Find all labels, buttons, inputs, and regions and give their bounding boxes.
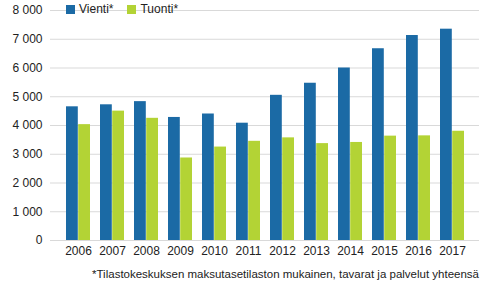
svg-text:2011: 2011 [236, 244, 262, 258]
svg-text:1 000: 1 000 [12, 205, 42, 219]
svg-text:0: 0 [36, 233, 43, 247]
svg-text:2013: 2013 [303, 244, 330, 258]
svg-text:2 000: 2 000 [12, 176, 42, 190]
svg-text:3 000: 3 000 [12, 147, 42, 161]
html-text:Tuonti*: Tuonti* [140, 2, 179, 16]
svg-text:2017: 2017 [439, 244, 466, 258]
svg-text:2015: 2015 [371, 244, 398, 258]
svg-text:4 000: 4 000 [12, 118, 42, 132]
svg-text:2008: 2008 [133, 244, 160, 258]
html-text:*Tilastokeskuksen maksutasetil: *Tilastokeskuksen maksutasetilaston muka… [92, 268, 479, 280]
svg-text:2016: 2016 [405, 244, 432, 258]
svg-text:2009: 2009 [167, 244, 194, 258]
svg-text:2012: 2012 [269, 244, 296, 258]
svg-text:6 000: 6 000 [12, 61, 42, 75]
svg-text:7 000: 7 000 [12, 32, 42, 46]
svg-text:8 000: 8 000 [12, 3, 42, 17]
svg-text:2014: 2014 [337, 244, 364, 258]
svg-text:2007: 2007 [99, 244, 126, 258]
svg-text:2006: 2006 [65, 244, 92, 258]
svg-text:2010: 2010 [201, 244, 228, 258]
html-text:Vienti*: Vienti* [79, 2, 114, 16]
svg-text:5 000: 5 000 [12, 90, 42, 104]
